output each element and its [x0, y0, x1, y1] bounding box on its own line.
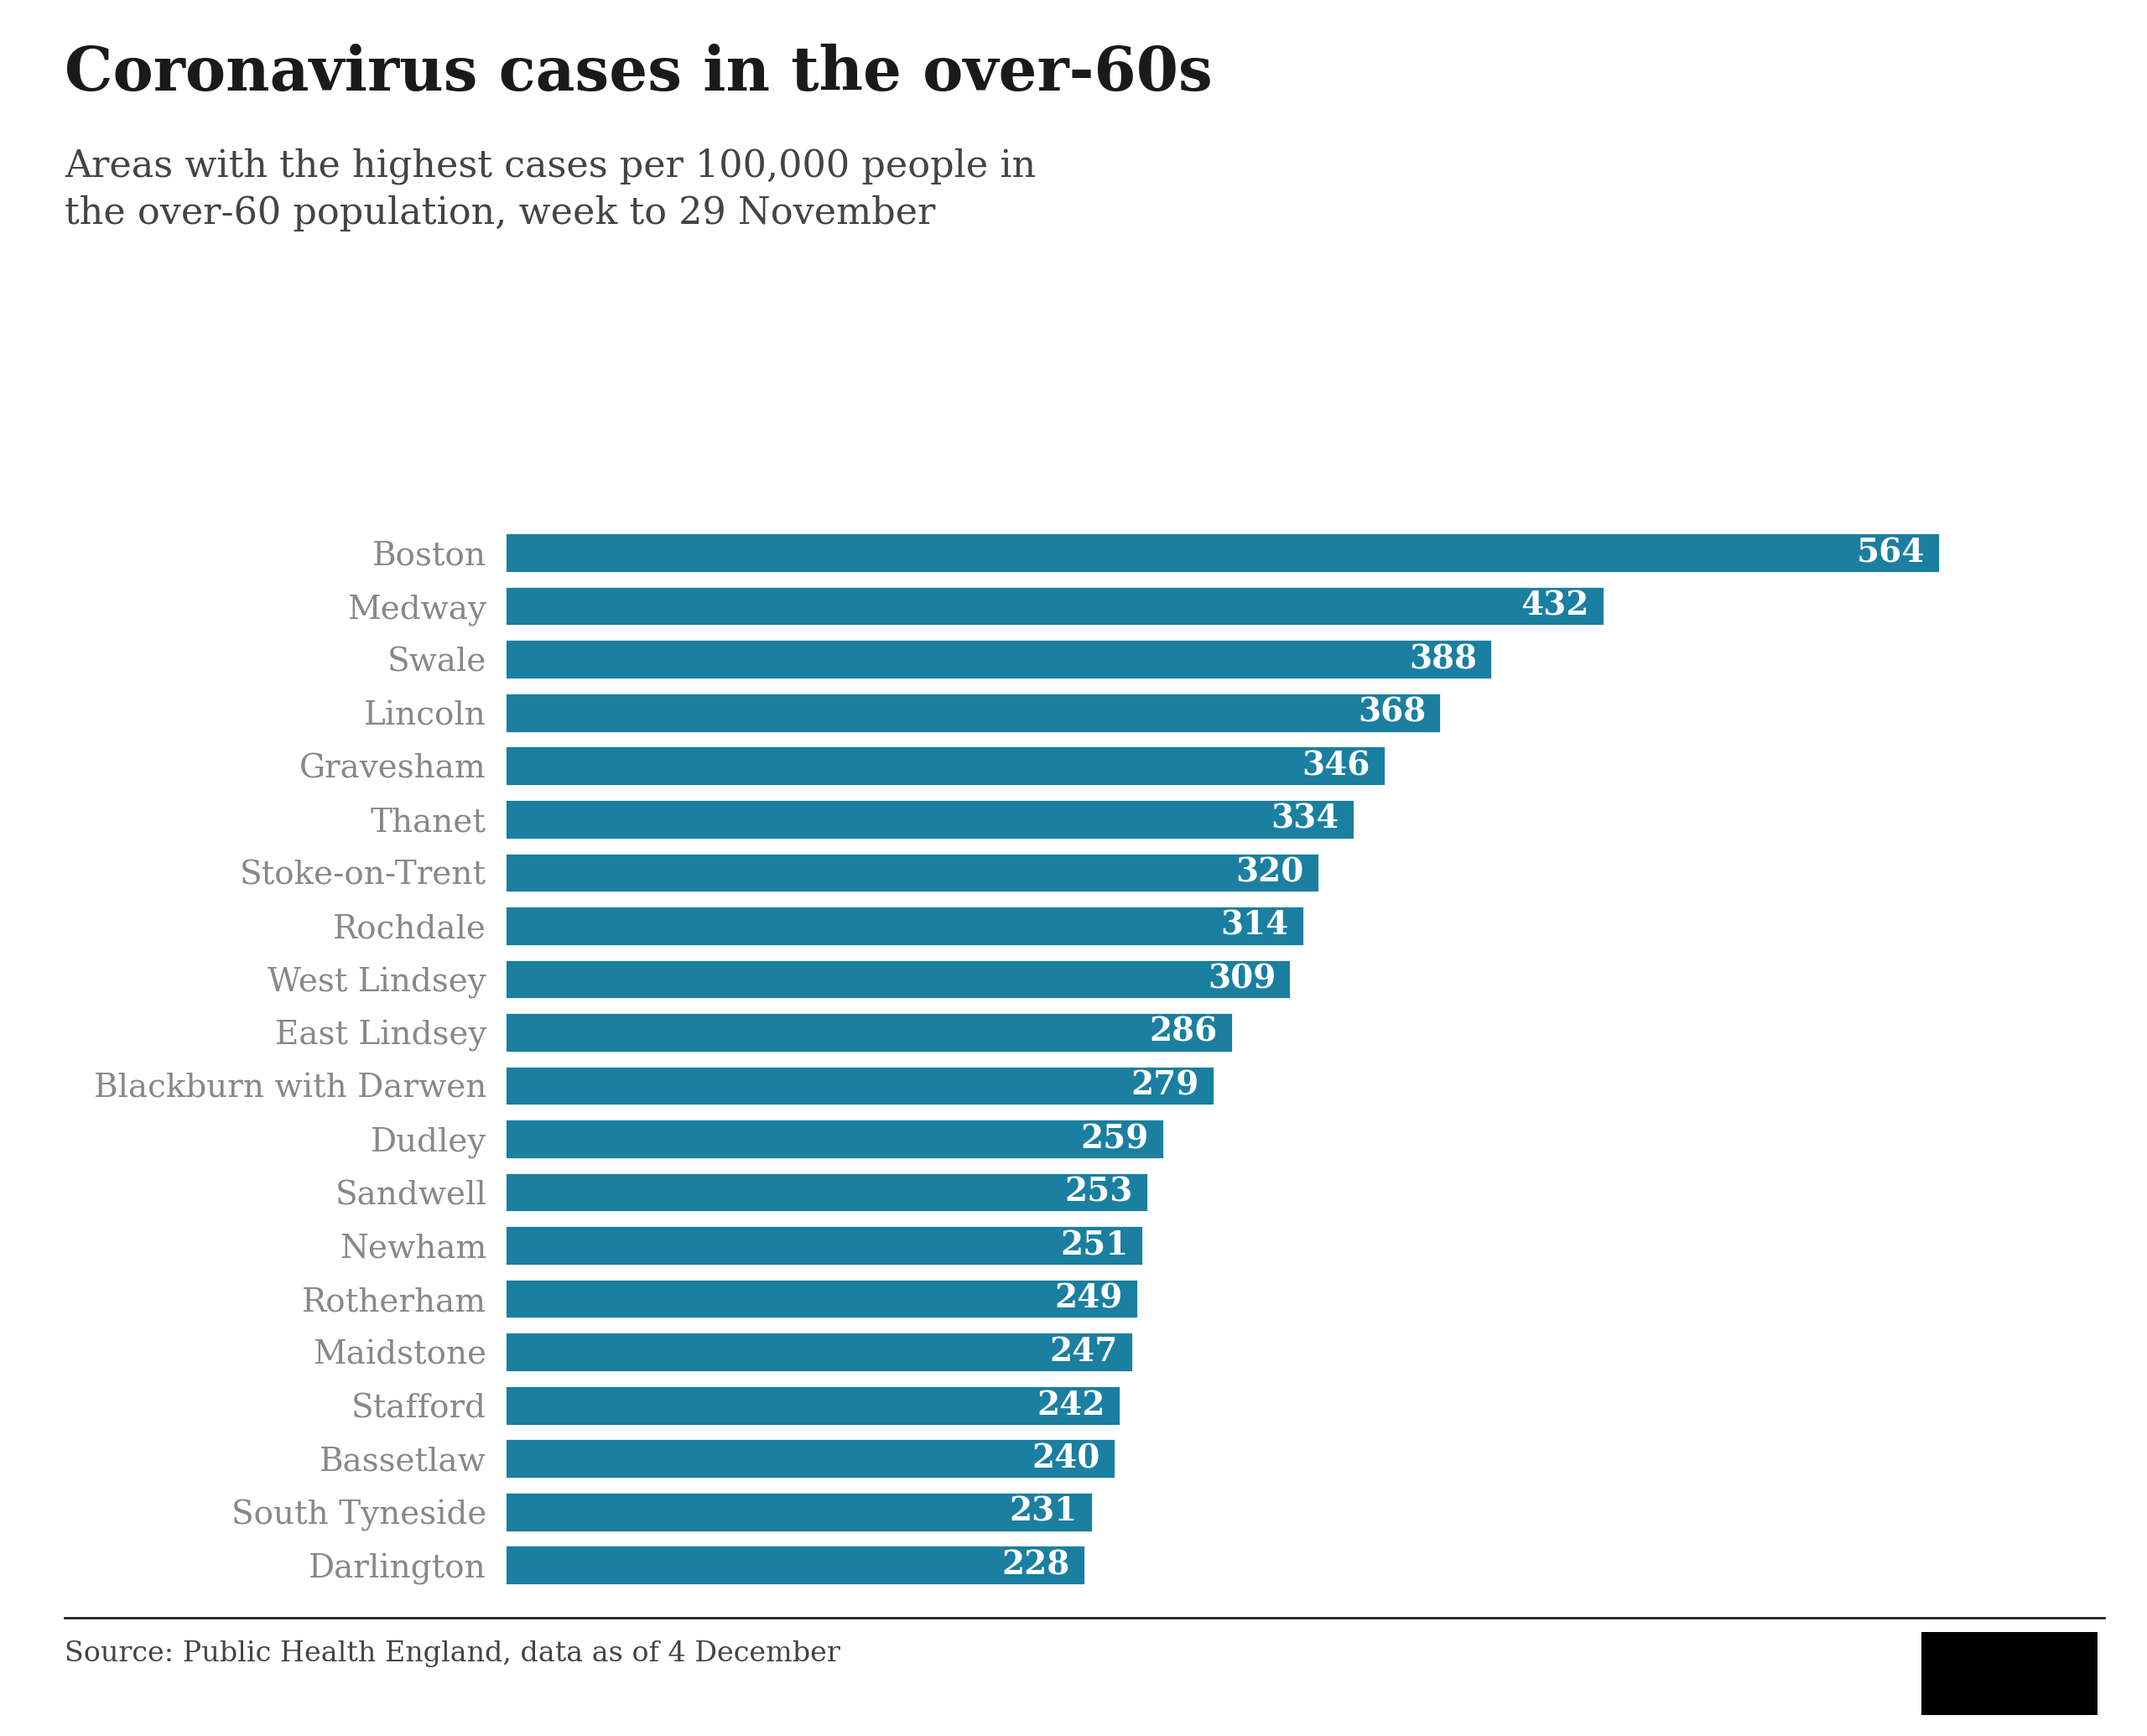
Bar	[505, 1439, 1116, 1479]
Bar	[505, 799, 1355, 838]
Text: 320: 320	[1235, 856, 1303, 889]
Bar	[505, 906, 1303, 946]
Bar	[1984, 1637, 2035, 1710]
Text: 432: 432	[1520, 590, 1589, 621]
Text: 228: 228	[1001, 1549, 1069, 1581]
Bar	[1924, 1637, 1975, 1710]
Text: 368: 368	[1357, 696, 1426, 729]
Text: 314: 314	[1219, 910, 1288, 941]
Text: 279: 279	[1131, 1069, 1200, 1102]
Text: 286: 286	[1149, 1016, 1217, 1049]
Bar	[505, 587, 1604, 627]
Bar	[505, 1332, 1134, 1371]
Bar	[505, 639, 1492, 679]
Bar	[505, 693, 1441, 733]
Text: B: B	[1941, 1660, 1960, 1684]
Text: 334: 334	[1271, 804, 1340, 835]
Text: 253: 253	[1065, 1177, 1134, 1208]
Text: 242: 242	[1037, 1389, 1106, 1422]
Text: Areas with the highest cases per 100,000 people in
the over-60 population, week : Areas with the highest cases per 100,000…	[64, 148, 1035, 233]
Text: 564: 564	[1857, 536, 1926, 569]
Text: 259: 259	[1080, 1123, 1149, 1154]
Bar	[505, 958, 1290, 998]
Text: 231: 231	[1009, 1496, 1078, 1528]
Bar	[505, 1012, 1232, 1052]
Text: 388: 388	[1408, 644, 1477, 675]
Text: 240: 240	[1033, 1443, 1099, 1474]
Bar	[505, 1066, 1215, 1106]
Bar	[505, 1279, 1138, 1319]
Text: 309: 309	[1207, 963, 1275, 995]
Text: Source: Public Health England, data as of 4 December: Source: Public Health England, data as o…	[64, 1641, 839, 1667]
Bar	[2042, 1637, 2093, 1710]
Text: Coronavirus cases in the over-60s: Coronavirus cases in the over-60s	[64, 43, 1213, 102]
Text: B: B	[1999, 1660, 2018, 1684]
Bar	[505, 746, 1385, 786]
Bar	[505, 852, 1318, 892]
Bar	[505, 1491, 1093, 1531]
Bar	[505, 1226, 1144, 1266]
Text: 251: 251	[1061, 1229, 1127, 1262]
Bar	[505, 1545, 1084, 1585]
Bar	[505, 1120, 1164, 1160]
Text: C: C	[2059, 1660, 2076, 1684]
Text: 346: 346	[1301, 750, 1370, 781]
Bar	[505, 533, 1941, 573]
Bar	[505, 1172, 1149, 1212]
Bar	[505, 1385, 1121, 1425]
Text: 249: 249	[1054, 1283, 1123, 1314]
Text: 247: 247	[1050, 1337, 1119, 1368]
